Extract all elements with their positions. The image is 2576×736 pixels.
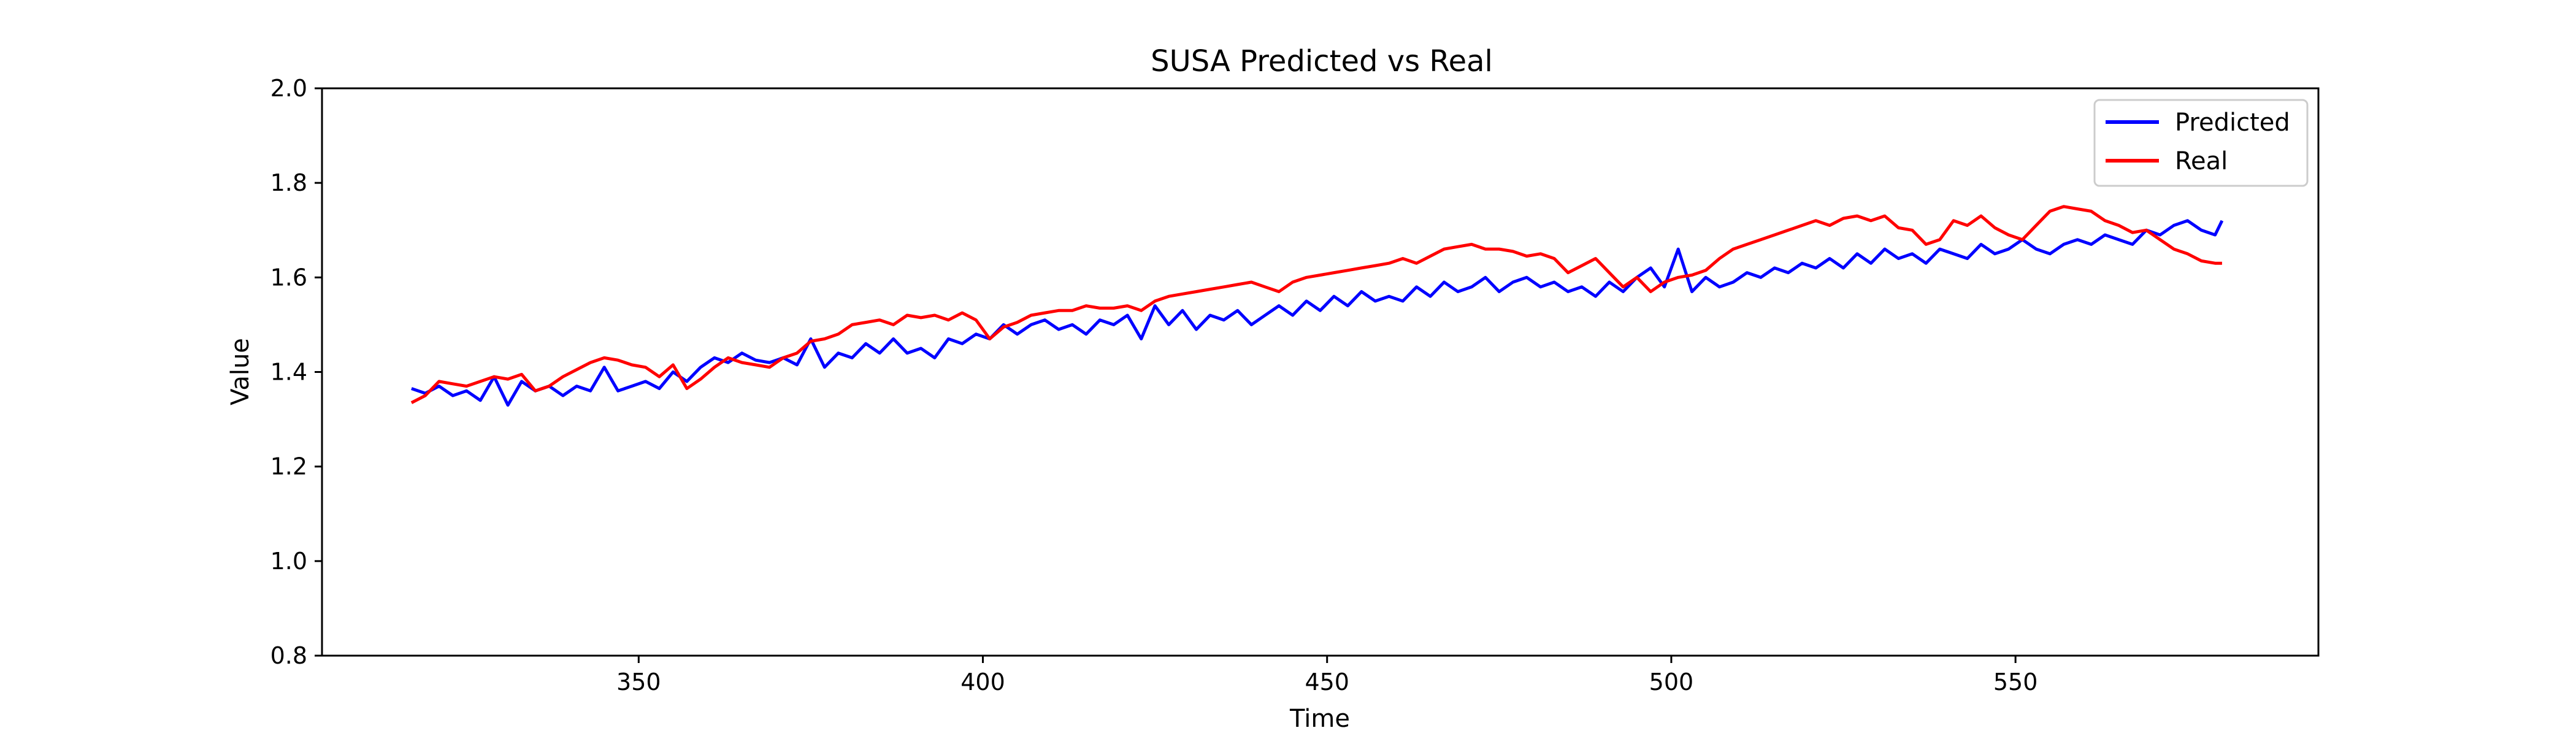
y-tick-label: 1.4 — [270, 359, 307, 386]
y-axis-label: Value — [226, 338, 255, 405]
legend: Predicted Real — [2093, 99, 2309, 187]
x-tick-label: 350 — [616, 669, 661, 696]
y-tick-label: 1.6 — [270, 264, 307, 291]
y-axis-ticks: 0.8 1.0 1.2 1.4 1.6 1.8 2.0 — [270, 75, 322, 669]
legend-label-real: Real — [2175, 147, 2228, 175]
x-axis-ticks: 350 400 450 500 550 — [616, 656, 2037, 696]
legend-label-predicted: Predicted — [2175, 109, 2290, 137]
y-tick-label: 2.0 — [270, 75, 307, 102]
series-layer — [410, 205, 2224, 407]
x-tick-label: 550 — [1993, 669, 2038, 696]
x-tick-label: 450 — [1305, 669, 1349, 696]
x-axis-label: Time — [1289, 705, 1350, 733]
series-line-real — [410, 205, 2222, 404]
y-tick-label: 0.8 — [270, 642, 307, 669]
x-tick-label: 500 — [1649, 669, 1694, 696]
y-tick-label: 1.0 — [270, 548, 307, 575]
chart-title: SUSA Predicted vs Real — [1151, 44, 1493, 79]
series-line-predicted — [411, 219, 2224, 407]
y-tick-label: 1.8 — [270, 169, 307, 196]
y-tick-label: 1.2 — [270, 453, 307, 480]
x-tick-label: 400 — [960, 669, 1005, 696]
